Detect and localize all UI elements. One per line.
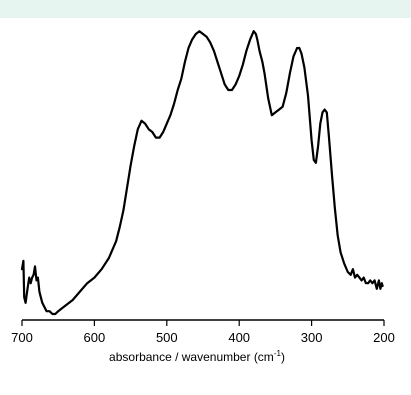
x-axis-label: absorbance / wavenumber	[109, 350, 250, 364]
x-axis-unit-close: )	[281, 350, 285, 364]
top-band	[0, 0, 411, 18]
x-axis-title: absorbance / wavenumber (cm-1)	[109, 349, 285, 364]
x-tick-label-600: 600	[84, 330, 106, 345]
x-axis-unit-superscript: -1	[274, 349, 282, 358]
x-tick-label-300: 300	[301, 330, 323, 345]
x-tick-label-700: 700	[11, 330, 33, 345]
x-tick-label-200: 200	[373, 330, 395, 345]
x-axis-ticks	[21, 320, 385, 326]
x-tick-label-400: 400	[228, 330, 250, 345]
spectrum-line	[20, 30, 384, 316]
plot-area: 700 600 500 400 300 200	[11, 30, 395, 345]
x-tick-label-500: 500	[156, 330, 178, 345]
x-axis-tick-labels: 700 600 500 400 300 200	[11, 330, 395, 345]
x-axis-unit: (cm	[254, 350, 274, 364]
